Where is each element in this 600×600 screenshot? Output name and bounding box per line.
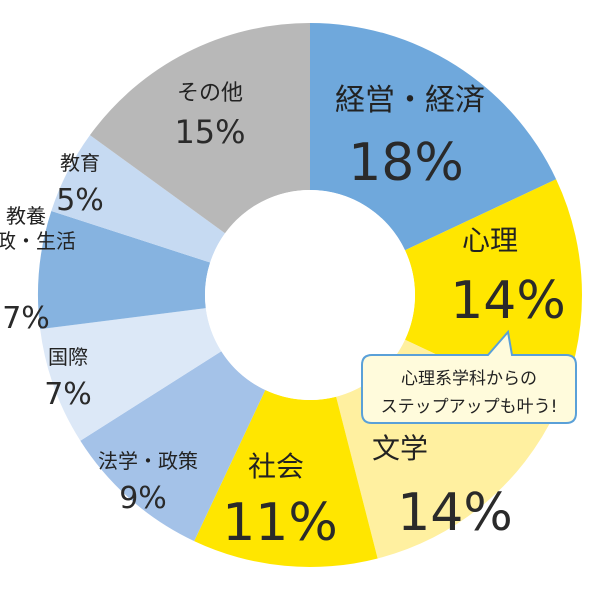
callout-line-1: 心理系学科からの <box>401 369 537 389</box>
slice-label-6-line-1: 家政・生活 <box>0 229 76 253</box>
slice-labels: 経営・経済 18% 心理 14% 文学 14% 社会 11% 法学・政策 9% 国際 7% 教養家政・生… <box>0 81 566 553</box>
slice-label-2: 文学 <box>372 432 428 465</box>
slice-value-4: 9% <box>119 481 167 516</box>
slice-value-6: 7% <box>2 301 50 336</box>
slice-7 <box>51 135 226 263</box>
slice-value-7: 5% <box>56 183 104 218</box>
slice-label-3: 社会 <box>248 450 304 483</box>
slice-4 <box>80 351 266 542</box>
slice-label-5: 国際 <box>48 345 88 369</box>
slice-value-8: 15% <box>174 113 245 151</box>
slice-6 <box>38 210 211 330</box>
slice-1 <box>405 179 583 411</box>
slice-value-3: 11% <box>222 493 338 553</box>
slice-8 <box>89 23 310 234</box>
slice-value-1: 14% <box>450 271 566 331</box>
slice-label-6-line-0: 教養 <box>6 204 46 228</box>
slice-label-7: 教育 <box>60 151 100 175</box>
slice-value-0: 18% <box>348 133 464 193</box>
slice-label-8: その他 <box>177 81 243 106</box>
slice-label-4: 法学・政策 <box>98 449 198 473</box>
donut-slices <box>38 23 583 567</box>
callout-bubble: 心理系学科からの ステップアップも叶う! <box>361 329 577 424</box>
slice-label-1: 心理 <box>462 224 518 257</box>
slice-label-0: 経営・経済 <box>335 83 485 118</box>
donut-hole <box>205 190 415 400</box>
slice-value-2: 14% <box>397 483 513 543</box>
slice-3 <box>194 390 378 567</box>
callout-shape <box>361 329 577 424</box>
slice-value-5: 7% <box>44 377 92 412</box>
callout-line-2: ステップアップも叶う! <box>381 397 558 417</box>
slice-0 <box>310 23 557 251</box>
slice-5 <box>40 308 222 441</box>
